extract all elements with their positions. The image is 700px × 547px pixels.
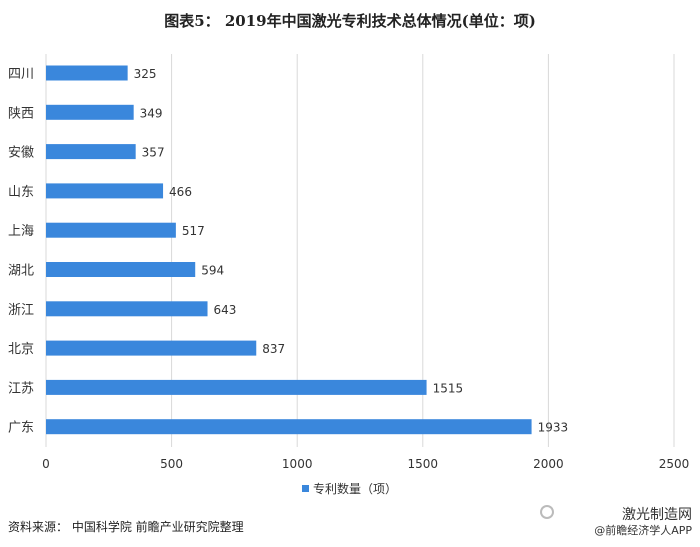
legend-label: 专利数量（项）: [313, 481, 397, 496]
x-tick-labels: 0 500 1000 1500 2000 2500: [42, 457, 689, 471]
category-label: 上海: [8, 224, 34, 239]
data-label: 349: [140, 106, 163, 120]
bar: [46, 262, 196, 277]
bars: [46, 65, 532, 435]
data-label: 517: [182, 224, 205, 238]
data-label: 466: [169, 185, 192, 199]
category-label: 北京: [8, 342, 34, 357]
data-label: 837: [262, 342, 285, 356]
data-label: 1933: [538, 421, 569, 435]
category-label: 广东: [8, 421, 34, 436]
watermark-app: @前瞻经济学人APP: [594, 524, 692, 537]
x-tick-label: 1000: [282, 457, 313, 471]
x-tick-label: 2000: [533, 457, 564, 471]
category-label: 浙江: [8, 303, 34, 318]
source-note: 资料来源： 中国科学院 前瞻产业研究院整理: [8, 520, 244, 534]
bar: [46, 340, 257, 356]
wechat-icon: [540, 505, 554, 519]
data-label: 643: [214, 303, 237, 317]
x-tick-label: 1500: [408, 457, 439, 471]
data-label: 357: [142, 146, 165, 160]
bar: [46, 65, 128, 81]
bar: [46, 144, 136, 160]
chart-title: 图表5： 2019年中国激光专利技术总体情况(单位：项): [164, 12, 536, 30]
x-tick-label: 2500: [659, 457, 690, 471]
watermark-site: 激光制造网: [622, 507, 692, 523]
legend-swatch: [302, 485, 309, 492]
bar: [46, 301, 208, 317]
data-label: 325: [134, 67, 157, 81]
category-label: 陕西: [8, 106, 34, 121]
data-labels: 325 349 357 466 517 594 643 837 1515 1933: [134, 67, 568, 435]
data-label: 1515: [433, 381, 464, 395]
category-label: 四川: [8, 67, 34, 82]
category-label: 安徽: [8, 146, 34, 161]
category-label: 山东: [8, 185, 34, 200]
bar: [46, 379, 427, 395]
bar: [46, 104, 134, 120]
bar: [46, 183, 164, 199]
x-tick-label: 0: [42, 457, 50, 471]
category-label: 江苏: [8, 380, 34, 396]
x-tick-label: 500: [160, 457, 183, 471]
bar: [46, 419, 532, 435]
legend: 专利数量（项）: [302, 481, 397, 496]
bar: [46, 222, 176, 238]
data-label: 594: [201, 264, 224, 278]
category-label: 湖北: [8, 264, 34, 279]
